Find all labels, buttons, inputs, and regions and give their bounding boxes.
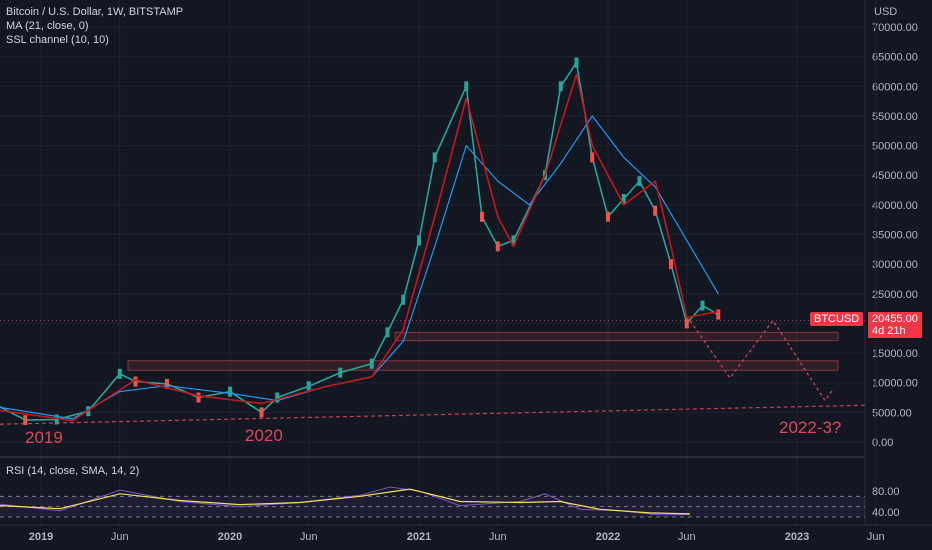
support-zone-low	[127, 360, 839, 371]
price-candle	[558, 81, 563, 92]
price-candle	[480, 211, 484, 222]
y-tick-label: 45000.00	[872, 170, 918, 182]
y-tick-label: 55000.00	[872, 111, 918, 123]
price-candle	[684, 318, 689, 329]
chart-legend: Bitcoin / U.S. Dollar, 1W, BITSTAMP MA (…	[6, 5, 183, 47]
price-candle	[653, 205, 658, 216]
rsi-tick-label: 40.00	[872, 507, 900, 519]
y-tick-label: 40000.00	[872, 200, 918, 212]
price-candle	[369, 358, 374, 369]
trendline-support	[0, 404, 866, 425]
price-candle	[637, 176, 642, 187]
price-candle	[432, 152, 437, 163]
legend-ma[interactable]: MA (21, close, 0)	[6, 20, 89, 32]
annotation-2020: 2020	[245, 426, 283, 445]
y-tick-label: 60000.00	[872, 81, 918, 93]
legend-symbol[interactable]: Bitcoin / U.S. Dollar, 1W, BITSTAMP	[6, 6, 184, 18]
x-tick-label: 2019	[29, 531, 53, 543]
price-candle	[259, 407, 264, 418]
annotation-2022-3: 2022-3?	[779, 418, 842, 437]
projection-path	[689, 319, 833, 402]
price-candle	[117, 368, 122, 379]
price-candle	[700, 300, 705, 311]
y-axis-unit: USD	[874, 6, 897, 18]
x-tick-label: Jun	[300, 531, 318, 543]
price-candle	[401, 294, 406, 305]
price-series-line	[0, 61, 719, 421]
price-candle	[606, 211, 610, 222]
price-candle	[338, 367, 343, 378]
price-candle	[54, 414, 59, 425]
x-tick-label: 2021	[407, 531, 431, 543]
y-tick-label: 50000.00	[872, 141, 918, 153]
ma-line	[0, 115, 719, 420]
rsi-tick-label: 80.00	[872, 486, 900, 498]
price-candle	[590, 152, 595, 163]
x-tick-label: 2023	[785, 531, 809, 543]
price-candle	[385, 327, 390, 338]
price-candle	[228, 386, 232, 397]
price-candle	[621, 193, 626, 204]
y-tick-label: 25000.00	[872, 289, 918, 301]
rsi-line	[0, 486, 691, 516]
y-tick-label: 30000.00	[872, 259, 918, 271]
y-tick-label: 0.00	[872, 437, 893, 449]
ssl-line	[0, 73, 719, 422]
support-zone-high	[394, 331, 839, 342]
y-tick-label: 65000.00	[872, 52, 918, 64]
x-tick-label: 2022	[596, 531, 620, 543]
y-tick-label: 5000.00	[872, 407, 912, 419]
y-tick-label: 15000.00	[872, 348, 918, 360]
x-tick-label: Jun	[489, 531, 507, 543]
x-tick-label: Jun	[867, 531, 885, 543]
price-candle	[716, 309, 721, 320]
rsi-legend[interactable]: RSI (14, close, SMA, 14, 2)	[6, 465, 140, 477]
legend-ssl[interactable]: SSL channel (10, 10)	[6, 34, 109, 46]
price-candle	[464, 81, 469, 92]
x-tick-label: Jun	[111, 531, 129, 543]
price-candle	[669, 259, 673, 270]
x-tick-label: 2020	[218, 531, 242, 543]
price-candle	[574, 57, 579, 68]
price-candle	[511, 235, 516, 246]
annotation-2019: 2019	[25, 428, 63, 447]
rsi-sma-line	[0, 488, 691, 515]
last-price: 20455.00	[872, 313, 918, 325]
price-candle	[417, 235, 421, 246]
price-tag: 20455.00 4d 21h	[868, 312, 922, 338]
bar-countdown: 4d 21h	[872, 325, 906, 337]
price-candle	[23, 415, 28, 426]
price-candle	[275, 392, 280, 403]
price-candle	[165, 378, 169, 389]
symbol-tag: BTCUSD	[810, 312, 864, 326]
x-tick-label: Jun	[678, 531, 696, 543]
y-tick-label: 35000.00	[872, 230, 918, 242]
price-candle	[495, 241, 500, 252]
y-tick-label: 70000.00	[872, 22, 918, 34]
price-candle	[306, 381, 311, 392]
price-candle	[133, 376, 138, 387]
y-tick-label: 10000.00	[872, 378, 918, 390]
price-candle	[196, 392, 201, 403]
